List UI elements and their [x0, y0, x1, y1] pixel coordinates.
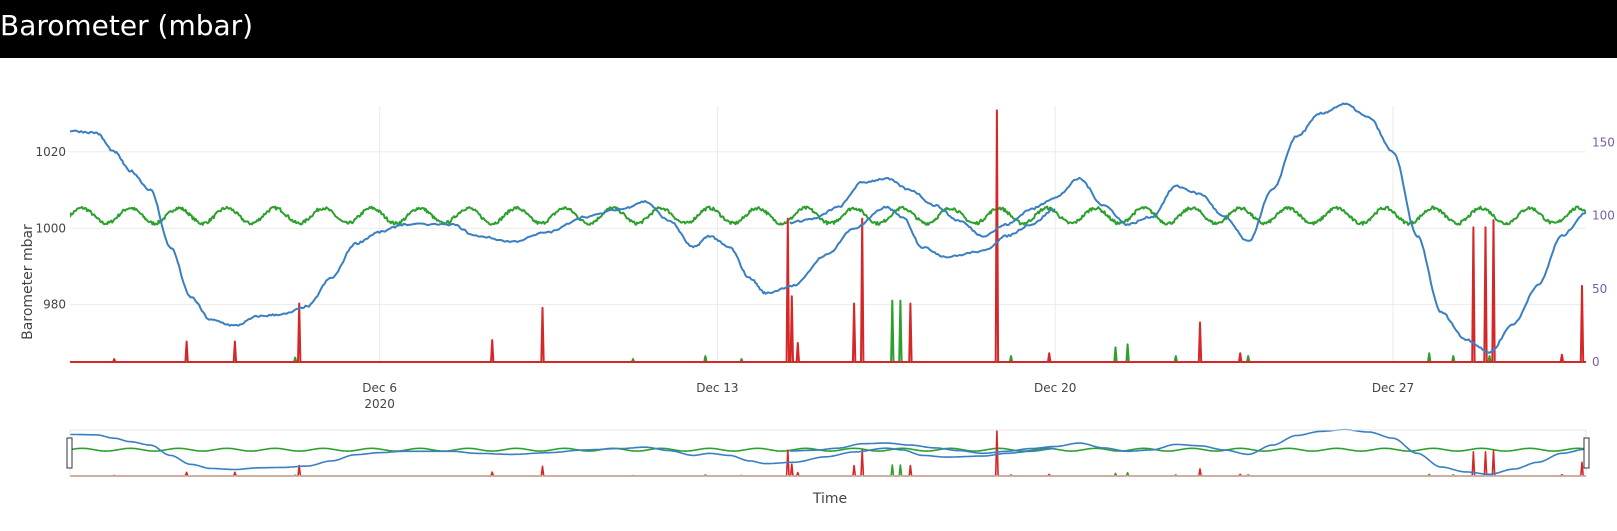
x-tick-label: Dec 6 [362, 381, 397, 395]
main-plot [70, 102, 1586, 363]
grid-layer [70, 106, 1586, 362]
y2-tick-label: 0 [1592, 355, 1600, 369]
series-1-line [789, 102, 1586, 354]
series-2-line [70, 447, 1586, 452]
page-header: Barometer (mbar) [0, 0, 1617, 58]
x-tick-label: Dec 13 [696, 381, 738, 395]
range-slider[interactable] [66, 428, 1590, 477]
x-tick-year-label: 2020 [364, 397, 395, 411]
range-slider-right-handle[interactable] [1583, 437, 1590, 469]
y2-tick-label: 100 [1592, 209, 1615, 223]
barometer-chart: Dec 6 2020 Dec 13 Dec 20 Dec 27 980 1000 1020 0 5… [20, 102, 1615, 507]
range-slider-left-handle[interactable] [66, 437, 73, 469]
y-tick-label: 1020 [35, 145, 66, 159]
series-0-line [70, 129, 1056, 327]
series-4-line [70, 430, 1586, 477]
axes-layer: Dec 6 2020 Dec 13 Dec 20 Dec 27 980 1000 1020 0 5… [35, 136, 1614, 411]
series-1-line [789, 428, 1586, 476]
y2-tick-label: 150 [1592, 136, 1615, 150]
range-slider-traces [70, 428, 1586, 477]
series-4-line [70, 109, 1586, 363]
x-tick-label: Dec 20 [1034, 381, 1076, 395]
series-2-line [70, 205, 1586, 226]
series-0-line [70, 433, 1056, 471]
y-axis-title: Barometer mbar [20, 224, 36, 340]
x-axis-title: Time [812, 491, 847, 507]
x-tick-label: Dec 27 [1372, 381, 1414, 395]
y-tick-label: 980 [43, 298, 66, 312]
range-slider-frame [69, 429, 1587, 477]
y-tick-label: 1000 [35, 221, 66, 235]
page-title: Barometer (mbar) [0, 9, 254, 42]
y2-tick-label: 50 [1592, 282, 1607, 296]
